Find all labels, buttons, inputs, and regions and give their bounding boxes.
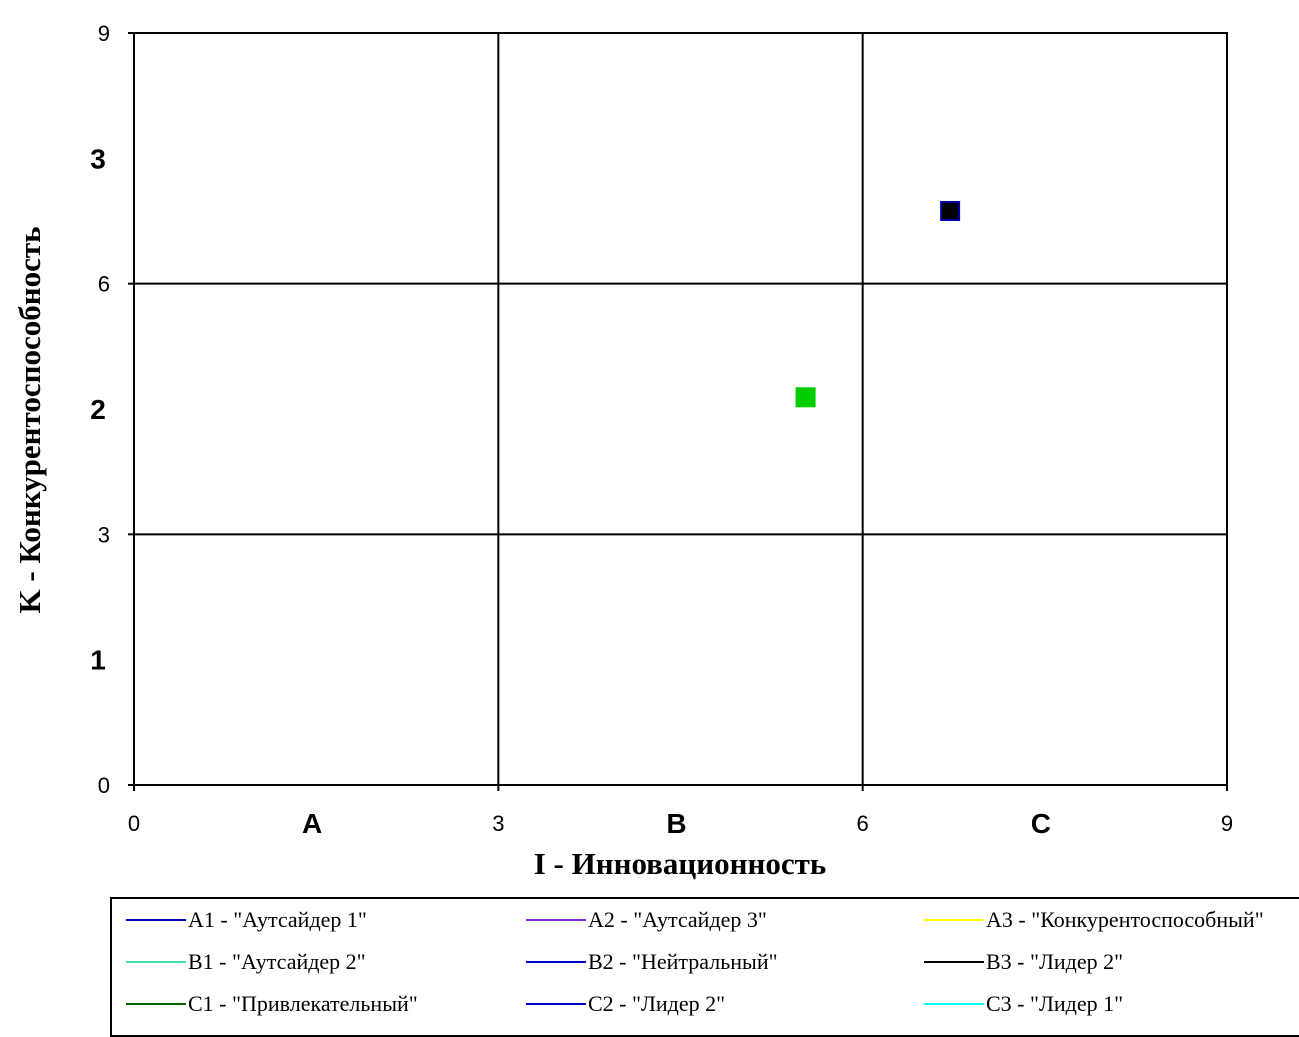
column-label: A xyxy=(302,808,322,839)
legend-swatch xyxy=(526,961,586,963)
legend-swatch xyxy=(924,961,984,963)
points xyxy=(795,200,961,408)
tick-labels: 0 3 6 9 0 3 6 9 xyxy=(98,21,1233,836)
legend-swatch xyxy=(924,919,984,921)
legend-swatch xyxy=(924,1003,984,1005)
y-axis-title: K - Конкурентоспособность xyxy=(12,227,47,614)
column-label: B xyxy=(666,808,686,839)
legend-label: A1 - "Аутсайдер 1" xyxy=(188,907,367,932)
data-point xyxy=(795,387,816,408)
legend-item: C3 - "Лидер 1" xyxy=(924,991,1123,1017)
legend-item: B3 - "Лидер 2" xyxy=(924,949,1123,975)
legend-swatch xyxy=(126,919,186,921)
legend-label: A2 - "Аутсайдер 3" xyxy=(588,907,767,932)
plot-area xyxy=(133,32,1228,786)
legend-label: B3 - "Лидер 2" xyxy=(986,949,1124,974)
x-tick-label: 6 xyxy=(857,811,869,836)
legend-item: B1 - "Аутсайдер 2" xyxy=(126,949,366,975)
legend-item: A3 - "Конкурентоспособный" xyxy=(924,907,1264,933)
y-tick-label: 9 xyxy=(98,21,110,46)
legend-item: A1 - "Аутсайдер 1" xyxy=(126,907,367,933)
legend-swatch xyxy=(126,1003,186,1005)
x-tick-label: 3 xyxy=(492,811,504,836)
legend: A1 - "Аутсайдер 1" A2 - "Аутсайдер 3" A3 -… xyxy=(110,897,1299,1037)
legend-label: B2 - "Нейтральный" xyxy=(588,949,778,974)
row-label: 2 xyxy=(90,394,106,425)
x-tick-label: 9 xyxy=(1221,811,1233,836)
legend-swatch xyxy=(526,919,586,921)
legend-swatch xyxy=(526,1003,586,1005)
chart: 0 3 6 9 0 3 6 9 A B C 1 2 3 I - Инновационность K - … xyxy=(12,21,1233,881)
y-tick-label: 3 xyxy=(98,522,110,547)
y-tick-label: 6 xyxy=(98,272,110,297)
x-axis-title: I - Инновационность xyxy=(534,846,827,881)
legend-label: A3 - "Конкурентоспособный" xyxy=(986,907,1264,932)
legend-label: B1 - "Аутсайдер 2" xyxy=(188,949,366,974)
data-point xyxy=(940,200,961,221)
legend-item: A2 - "Аутсайдер 3" xyxy=(526,907,767,933)
legend-item: C1 - "Привлекательный" xyxy=(126,991,418,1017)
legend-label: C1 - "Привлекательный" xyxy=(188,991,418,1016)
grid xyxy=(128,32,1228,791)
y-tick-label: 0 xyxy=(98,773,110,798)
legend-item: C2 - "Лидер 2" xyxy=(526,991,725,1017)
legend-label: C2 - "Лидер 2" xyxy=(588,991,726,1016)
zone-labels: A B C 1 2 3 xyxy=(90,143,1051,839)
row-label: 3 xyxy=(90,143,106,174)
x-tick-label: 0 xyxy=(128,811,140,836)
legend-swatch xyxy=(126,961,186,963)
column-label: C xyxy=(1031,808,1051,839)
legend-label: C3 - "Лидер 1" xyxy=(986,991,1124,1016)
legend-item: B2 - "Нейтральный" xyxy=(526,949,778,975)
row-label: 1 xyxy=(90,645,106,676)
